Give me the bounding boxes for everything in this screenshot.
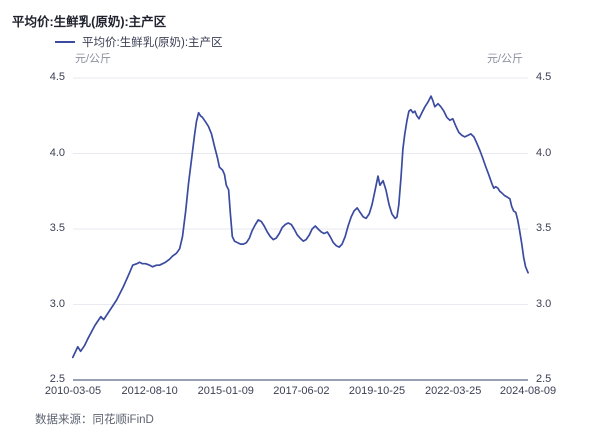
y-tick-label: 3.0 xyxy=(49,297,65,310)
y-axis-unit-left: 元/公斤 xyxy=(75,53,112,65)
price-line-series xyxy=(71,95,529,359)
x-tick-label: 2019-10-25 xyxy=(348,385,406,397)
legend-line-marker-icon xyxy=(55,40,75,43)
y-tick-label: 4.5 xyxy=(49,71,65,83)
x-tick-label: 2017-06-02 xyxy=(273,385,330,397)
y-tick-label: 3.5 xyxy=(536,222,552,234)
x-tick-label: 2024-08-09 xyxy=(499,385,557,397)
x-tick-label: 2012-08-10 xyxy=(121,385,178,397)
x-tick-label: 2015-01-09 xyxy=(197,385,254,397)
y-tick-label: 4.0 xyxy=(536,146,552,159)
y-tick-label: 2.5 xyxy=(49,373,65,385)
x-tick-label: 2010-03-05 xyxy=(44,385,102,397)
data-source-note: 数据来源：同花顺iFinD xyxy=(35,414,154,426)
chart-title: 平均价:生鲜乳(原奶):主产区 xyxy=(12,15,167,29)
y-tick-label: 4.5 xyxy=(536,71,552,83)
y-tick-label: 2.5 xyxy=(536,373,552,385)
y-tick-label: 4.0 xyxy=(49,146,65,159)
y-tick-label: 3.5 xyxy=(49,222,65,234)
y-tick-label: 3.0 xyxy=(536,297,552,310)
y-axis-unit-right: 元/公斤 xyxy=(486,53,523,65)
x-tick-label: 2022-03-25 xyxy=(425,385,482,397)
legend: 平均价:生鲜乳(原奶):主产区 xyxy=(55,35,223,49)
legend-label: 平均价:生鲜乳(原奶):主产区 xyxy=(82,36,223,49)
